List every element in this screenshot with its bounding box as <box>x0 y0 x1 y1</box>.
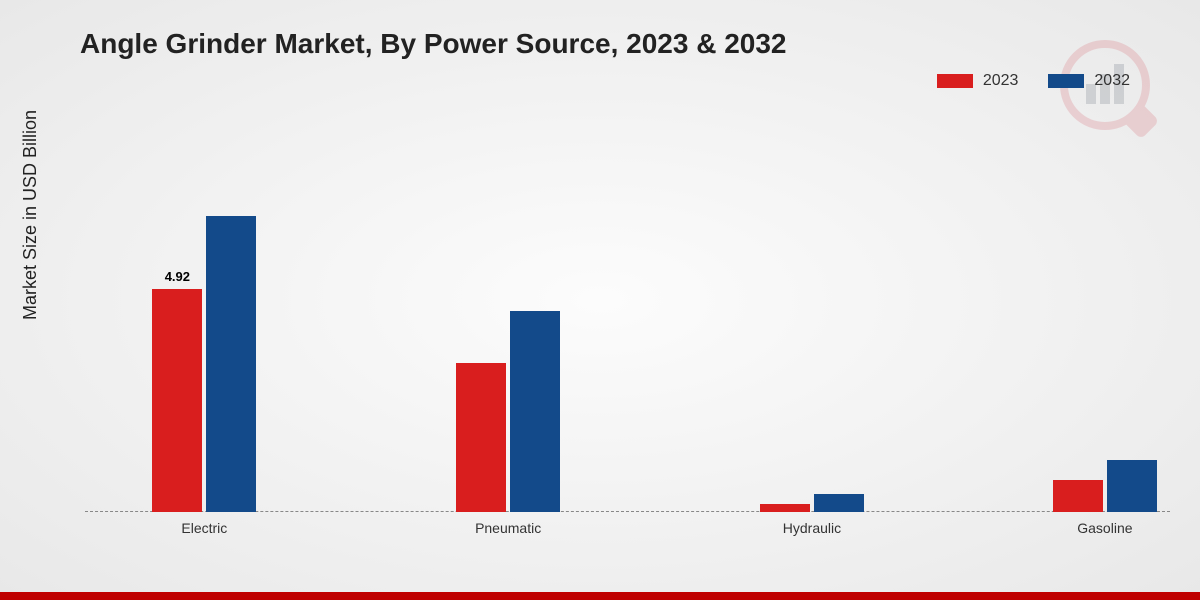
category-label-pneumatic: Pneumatic <box>475 520 541 536</box>
legend-label-2023: 2023 <box>983 72 1019 90</box>
bar-group-hydraulic <box>760 494 864 512</box>
category-label-hydraulic: Hydraulic <box>783 520 841 536</box>
bar-gasoline-2032 <box>1107 460 1157 512</box>
legend-swatch-2023 <box>937 74 973 88</box>
chart-title: Angle Grinder Market, By Power Source, 2… <box>80 28 787 60</box>
bar-group-gasoline <box>1053 460 1157 512</box>
bar-pneumatic-2023 <box>456 363 506 512</box>
legend-item-2023: 2023 <box>937 72 1019 90</box>
footer-accent-bar <box>0 592 1200 600</box>
bar-value-label: 4.92 <box>165 269 190 284</box>
bar-hydraulic-2032 <box>814 494 864 512</box>
legend-swatch-2032 <box>1048 74 1084 88</box>
chart-area: 4.92 Electric Pneumatic Hydraulic Gasoline <box>85 150 1170 540</box>
bar-group-electric: 4.92 <box>152 216 256 512</box>
legend-label-2032: 2032 <box>1094 72 1130 90</box>
bar-gasoline-2023 <box>1053 480 1103 512</box>
category-label-electric: Electric <box>181 520 227 536</box>
bar-hydraulic-2023 <box>760 504 810 512</box>
bar-electric-2032 <box>206 216 256 512</box>
bar-group-pneumatic <box>456 311 560 512</box>
bar-pneumatic-2032 <box>510 311 560 512</box>
y-axis-label: Market Size in USD Billion <box>20 110 41 320</box>
legend-item-2032: 2032 <box>1048 72 1130 90</box>
bar-electric-2023: 4.92 <box>152 289 202 512</box>
category-label-gasoline: Gasoline <box>1077 520 1132 536</box>
legend: 2023 2032 <box>937 72 1130 90</box>
